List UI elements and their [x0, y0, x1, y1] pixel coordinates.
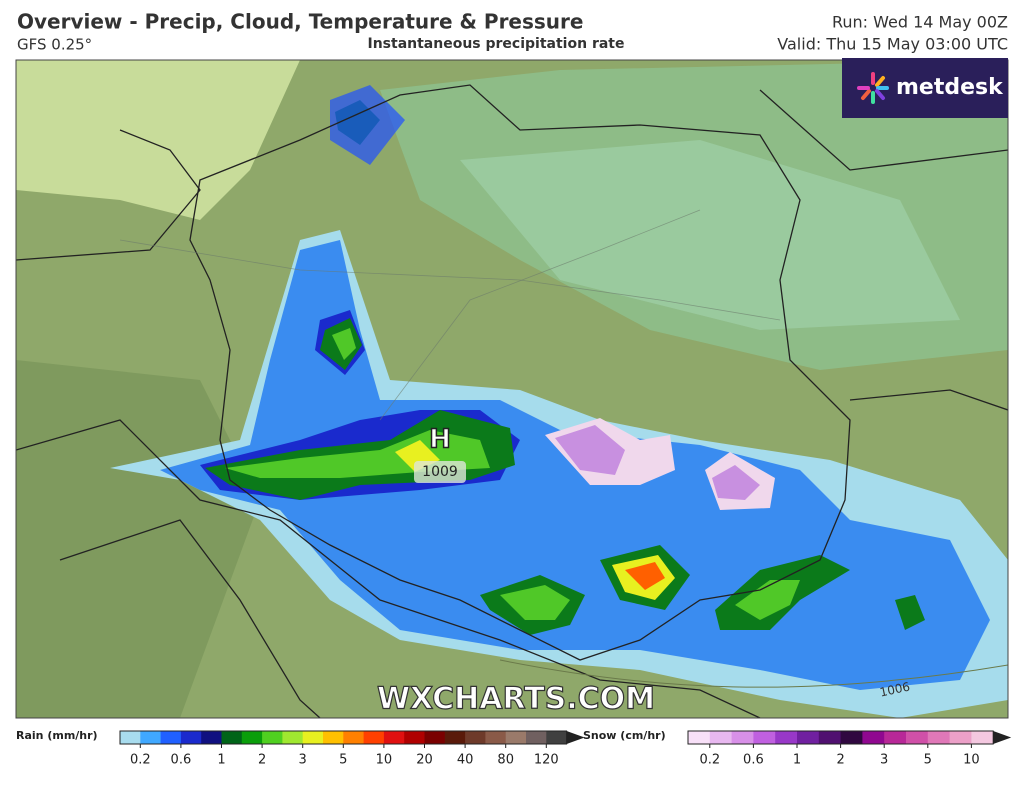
color-swatch [120, 731, 141, 744]
snow-colorbar: 0.2 0.6 1 2 3 5 10 [687, 730, 1012, 768]
color-swatch [862, 731, 885, 744]
high-marker: H [429, 425, 451, 455]
watermark: WXCHARTS.COM [377, 682, 655, 717]
color-swatch [971, 731, 994, 744]
tick-label: 5 [339, 753, 347, 768]
color-swatch [424, 731, 446, 744]
color-swatch [383, 731, 405, 744]
tick-label: 20 [416, 753, 433, 768]
tick-label: 3 [299, 753, 307, 768]
color-swatch [180, 731, 202, 744]
color-swatch [241, 731, 263, 744]
tick-label: 0.6 [171, 753, 192, 768]
tick-label: 0.2 [130, 753, 151, 768]
map [16, 60, 1008, 718]
color-swatch [201, 731, 222, 744]
cloud [460, 140, 960, 330]
tick-label: 10 [376, 753, 393, 768]
precip [110, 85, 1008, 718]
color-swatch [818, 731, 842, 744]
color-swatch [526, 731, 547, 744]
subtitle: Instantaneous precipitation rate [368, 36, 625, 52]
color-swatch [753, 731, 776, 744]
tick-label: 1 [217, 753, 225, 768]
pressure-box [414, 461, 466, 483]
logo-icon [857, 72, 889, 104]
tick-label: 2 [258, 753, 266, 768]
color-swatch [505, 731, 527, 744]
color-swatch [404, 731, 425, 744]
map-frame [15, 59, 1009, 719]
color-swatch [302, 731, 324, 744]
pressure-label: 1009 [422, 464, 458, 480]
run: Run: Wed 14 May 00Z [832, 13, 1008, 32]
color-swatch [884, 731, 907, 744]
tick-label: 80 [497, 753, 514, 768]
color-swatch [444, 731, 466, 744]
tick-label: 40 [457, 753, 474, 768]
isobar-label: 1006 [879, 679, 912, 699]
title: Overview - Precip, Cloud, Temperature & … [17, 10, 583, 34]
tick-label: 10 [963, 753, 980, 768]
color-swatch [485, 731, 507, 744]
color-swatch [323, 731, 344, 744]
color-swatch [797, 731, 820, 744]
color-swatch [262, 731, 283, 744]
color-swatch [949, 731, 972, 744]
color-swatch [221, 731, 243, 744]
color-swatch [775, 731, 798, 744]
tick-label: 3 [880, 753, 888, 768]
colorbar-arrow [993, 731, 1012, 744]
valid: Valid: Thu 15 May 03:00 UTC [777, 35, 1008, 54]
tick-label: 0.2 [699, 753, 720, 768]
color-swatch [160, 731, 182, 744]
color-swatch [343, 731, 365, 744]
color-swatch [709, 731, 733, 744]
color-swatch [465, 731, 486, 744]
color-swatch [282, 731, 304, 744]
color-swatch [546, 731, 568, 744]
tick-label: 0.6 [743, 753, 764, 768]
tick-label: 1 [793, 753, 801, 768]
logo-text: metdesk [896, 75, 1004, 100]
colorbar-arrow [566, 731, 585, 744]
snow-legend-label: Snow (cm/hr) [583, 729, 666, 742]
tick-label: 5 [924, 753, 932, 768]
color-swatch [140, 731, 162, 744]
rain-legend-label: Rain (mm/hr) [16, 729, 98, 742]
color-swatch [840, 731, 863, 744]
sea-region [16, 60, 300, 220]
tick-label: 120 [534, 753, 559, 768]
tick-label: 2 [836, 753, 844, 768]
isobar [499, 659, 1008, 688]
color-swatch [731, 731, 754, 744]
color-swatch [906, 731, 929, 744]
color-swatch [927, 731, 951, 744]
color-swatch [363, 731, 385, 744]
color-swatch [688, 731, 711, 744]
rain-colorbar: 0.2 0.6 1 2 3 5 10 20 40 80 120 [119, 730, 585, 768]
model: GFS 0.25° [17, 36, 92, 54]
